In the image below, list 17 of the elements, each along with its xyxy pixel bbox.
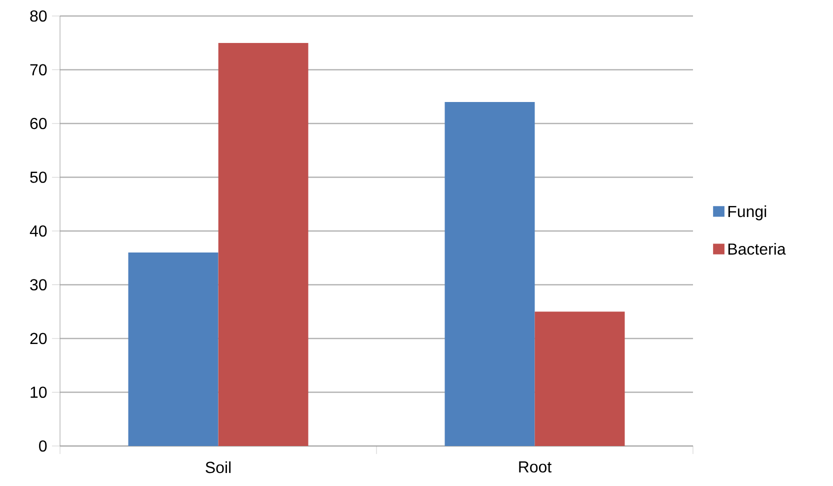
y-tick-label: 10 <box>30 386 47 398</box>
legend-label: Bacteria <box>728 243 786 255</box>
y-tick-label: 80 <box>30 10 47 22</box>
y-tick-label: 0 <box>39 440 47 452</box>
legend-label: Fungi <box>728 205 766 220</box>
y-tick-label: 50 <box>30 172 47 183</box>
bar <box>128 252 218 446</box>
y-tick-label: 60 <box>30 118 47 130</box>
x-tick-label: Root <box>519 461 552 473</box>
y-tick-label: 40 <box>30 225 47 237</box>
x-tick-label: Soil <box>206 461 231 474</box>
y-tick-label: 70 <box>30 64 47 76</box>
y-tick-label: 30 <box>30 279 47 290</box>
bar <box>534 312 625 446</box>
y-tick-label: 20 <box>30 332 47 344</box>
bar <box>444 102 535 446</box>
bar <box>218 42 308 446</box>
